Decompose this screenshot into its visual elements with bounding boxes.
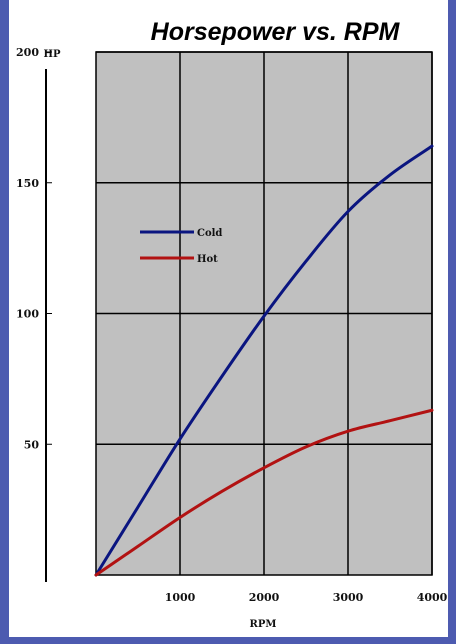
chart-title: Horsepower vs. RPM [151, 18, 401, 46]
frame-right-border [448, 0, 456, 644]
y-tick-labels: 50 100 150 200 [16, 46, 52, 451]
legend-label-hot: Hot [197, 254, 218, 265]
legend: Cold Hot [140, 228, 222, 265]
series-line-hot [94, 408, 434, 577]
y-tick-label-150: 150 [16, 177, 39, 190]
legend-label-cold: Cold [197, 228, 222, 239]
y-tick-label-200: 200 [16, 46, 39, 59]
series-line-cold [94, 144, 434, 577]
grid-lines [96, 51, 433, 575]
x-tick-label-1000: 1000 [165, 591, 196, 604]
y-tick-label-100: 100 [16, 308, 39, 321]
x-axis-label: RPM [250, 619, 277, 630]
frame-bottom-border [0, 637, 456, 644]
x-tick-label-4000: 4000 [417, 591, 448, 604]
x-tick-label-3000: 3000 [333, 591, 364, 604]
x-tick-labels: 1000 2000 3000 4000 [165, 591, 448, 604]
x-tick-label-2000: 2000 [249, 591, 280, 604]
y-axis-label: HP [44, 49, 61, 60]
frame-left-border [0, 0, 9, 644]
y-tick-label-50: 50 [24, 438, 40, 451]
series-lines [94, 144, 434, 577]
